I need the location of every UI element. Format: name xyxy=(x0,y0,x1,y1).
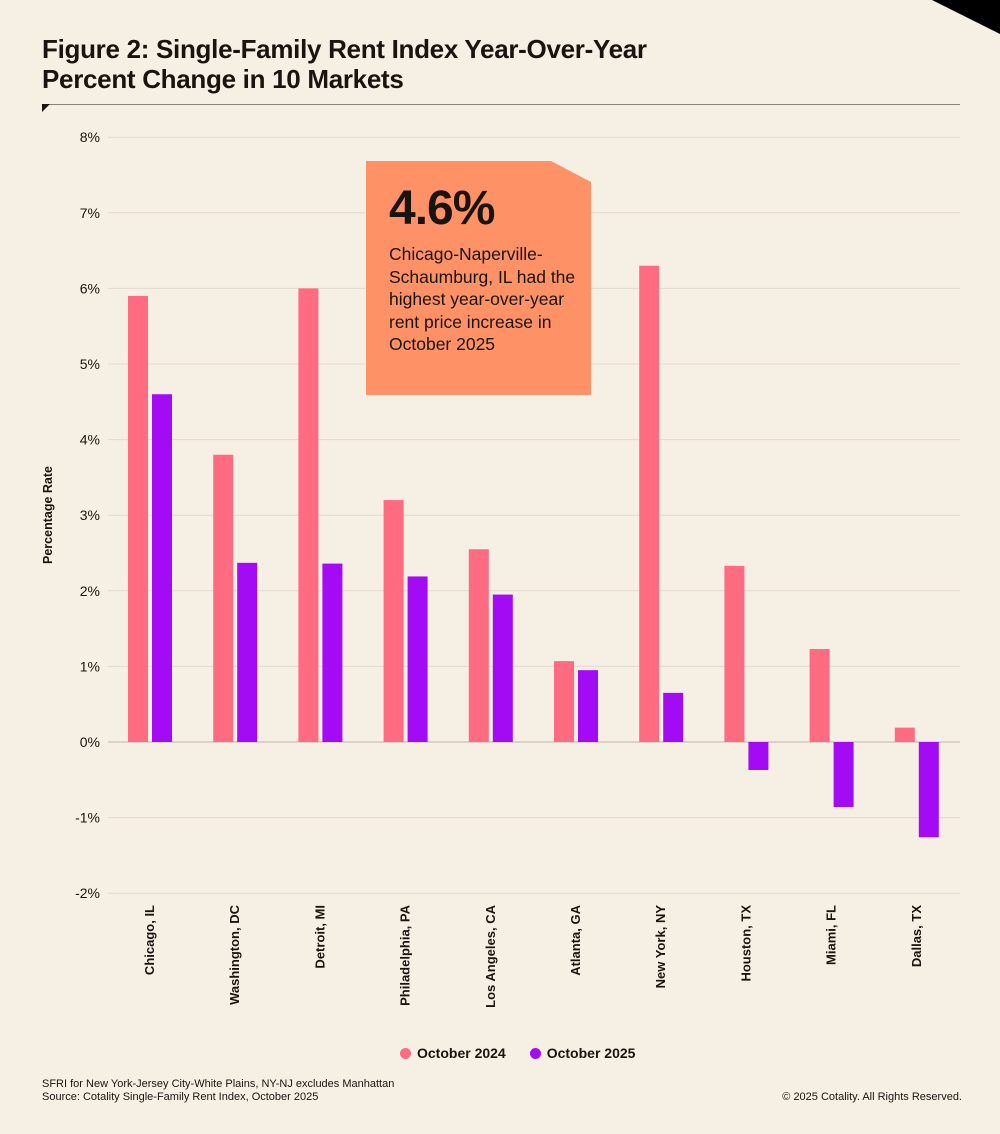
footnote: SFRI for New York-Jersey City-White Plai… xyxy=(42,1078,394,1104)
bar-2025 xyxy=(663,692,684,742)
divider-mark xyxy=(42,104,50,112)
footnote-line-1: SFRI for New York-Jersey City-White Plai… xyxy=(42,1078,395,1090)
bar-2024 xyxy=(128,295,148,742)
highlight-callout: 4.6% Chicago-Naperville-Schaumburg, IL h… xyxy=(366,161,591,395)
bar-2025 xyxy=(322,563,343,742)
x-tick-label: Atlanta, GA xyxy=(568,904,583,975)
y-tick-label: -1% xyxy=(75,810,100,826)
bar-2025 xyxy=(237,562,258,742)
y-tick-label: 8% xyxy=(80,129,100,145)
bar-2025 xyxy=(578,670,598,742)
legend-label-2024: October 2024 xyxy=(417,1045,506,1061)
bar-2025 xyxy=(152,394,172,742)
callout-text: Chicago-Naperville-Schaumburg, IL had th… xyxy=(389,244,576,354)
y-tick-label: 4% xyxy=(80,432,100,448)
bar-2025 xyxy=(918,742,939,838)
x-tick-label: Dallas, TX xyxy=(909,905,924,967)
legend-item-2025: October 2025 xyxy=(529,1045,636,1061)
bar-2025 xyxy=(833,742,854,808)
x-tick-label: Houston, TX xyxy=(738,905,753,982)
source-line: Source: Cotality Single-Family Rent Inde… xyxy=(42,1091,319,1103)
bar-2024 xyxy=(639,265,660,742)
legend-swatch-2025 xyxy=(529,1047,541,1059)
x-tick-label: Miami, FL xyxy=(824,905,839,965)
y-axis-label: Percentage Rate xyxy=(41,466,55,564)
legend: October 2024 October 2025 xyxy=(400,1045,635,1061)
bar-2024 xyxy=(724,565,745,742)
y-tick-label: 2% xyxy=(80,583,100,599)
chart-title: Figure 2: Single-Family Rent Index Year-… xyxy=(42,34,647,94)
y-tick-label: -2% xyxy=(75,885,100,901)
x-tick-label: Detroit, MI xyxy=(312,905,327,969)
legend-swatch-2024 xyxy=(400,1047,411,1059)
y-tick-label: 0% xyxy=(80,734,100,750)
x-tick-label: Los Angeles, CA xyxy=(483,904,498,1007)
y-tick-label: 5% xyxy=(80,356,100,372)
bar-2025 xyxy=(748,742,769,770)
legend-label-2025: October 2025 xyxy=(546,1045,636,1061)
y-tick-label: 3% xyxy=(80,507,100,523)
x-tick-label: Philadelphia, PA xyxy=(398,904,413,1006)
bar-2025 xyxy=(407,576,428,742)
bar-2024 xyxy=(468,549,489,742)
copyright: © 2025 Cotality. All Rights Reserved. xyxy=(782,1091,962,1103)
x-tick-label: Chicago, IL xyxy=(142,905,157,975)
callout-value: 4.6% xyxy=(389,182,495,235)
bar-2024 xyxy=(383,500,404,742)
bar-2024 xyxy=(894,727,915,742)
y-tick-label: 6% xyxy=(80,280,100,296)
x-tick-label: New York, NY xyxy=(653,905,668,989)
title-divider xyxy=(42,104,960,105)
legend-item-2024: October 2024 xyxy=(400,1045,506,1061)
bar-2024 xyxy=(298,288,319,742)
bar-2024 xyxy=(554,661,574,742)
corner-decoration xyxy=(932,0,1000,34)
bar-2024 xyxy=(213,454,234,742)
y-tick-label: 7% xyxy=(80,205,100,221)
x-tick-label: Washington, DC xyxy=(227,904,242,1005)
bar-2025 xyxy=(492,594,513,742)
y-tick-label: 1% xyxy=(80,658,100,674)
bar-2024 xyxy=(809,649,830,742)
